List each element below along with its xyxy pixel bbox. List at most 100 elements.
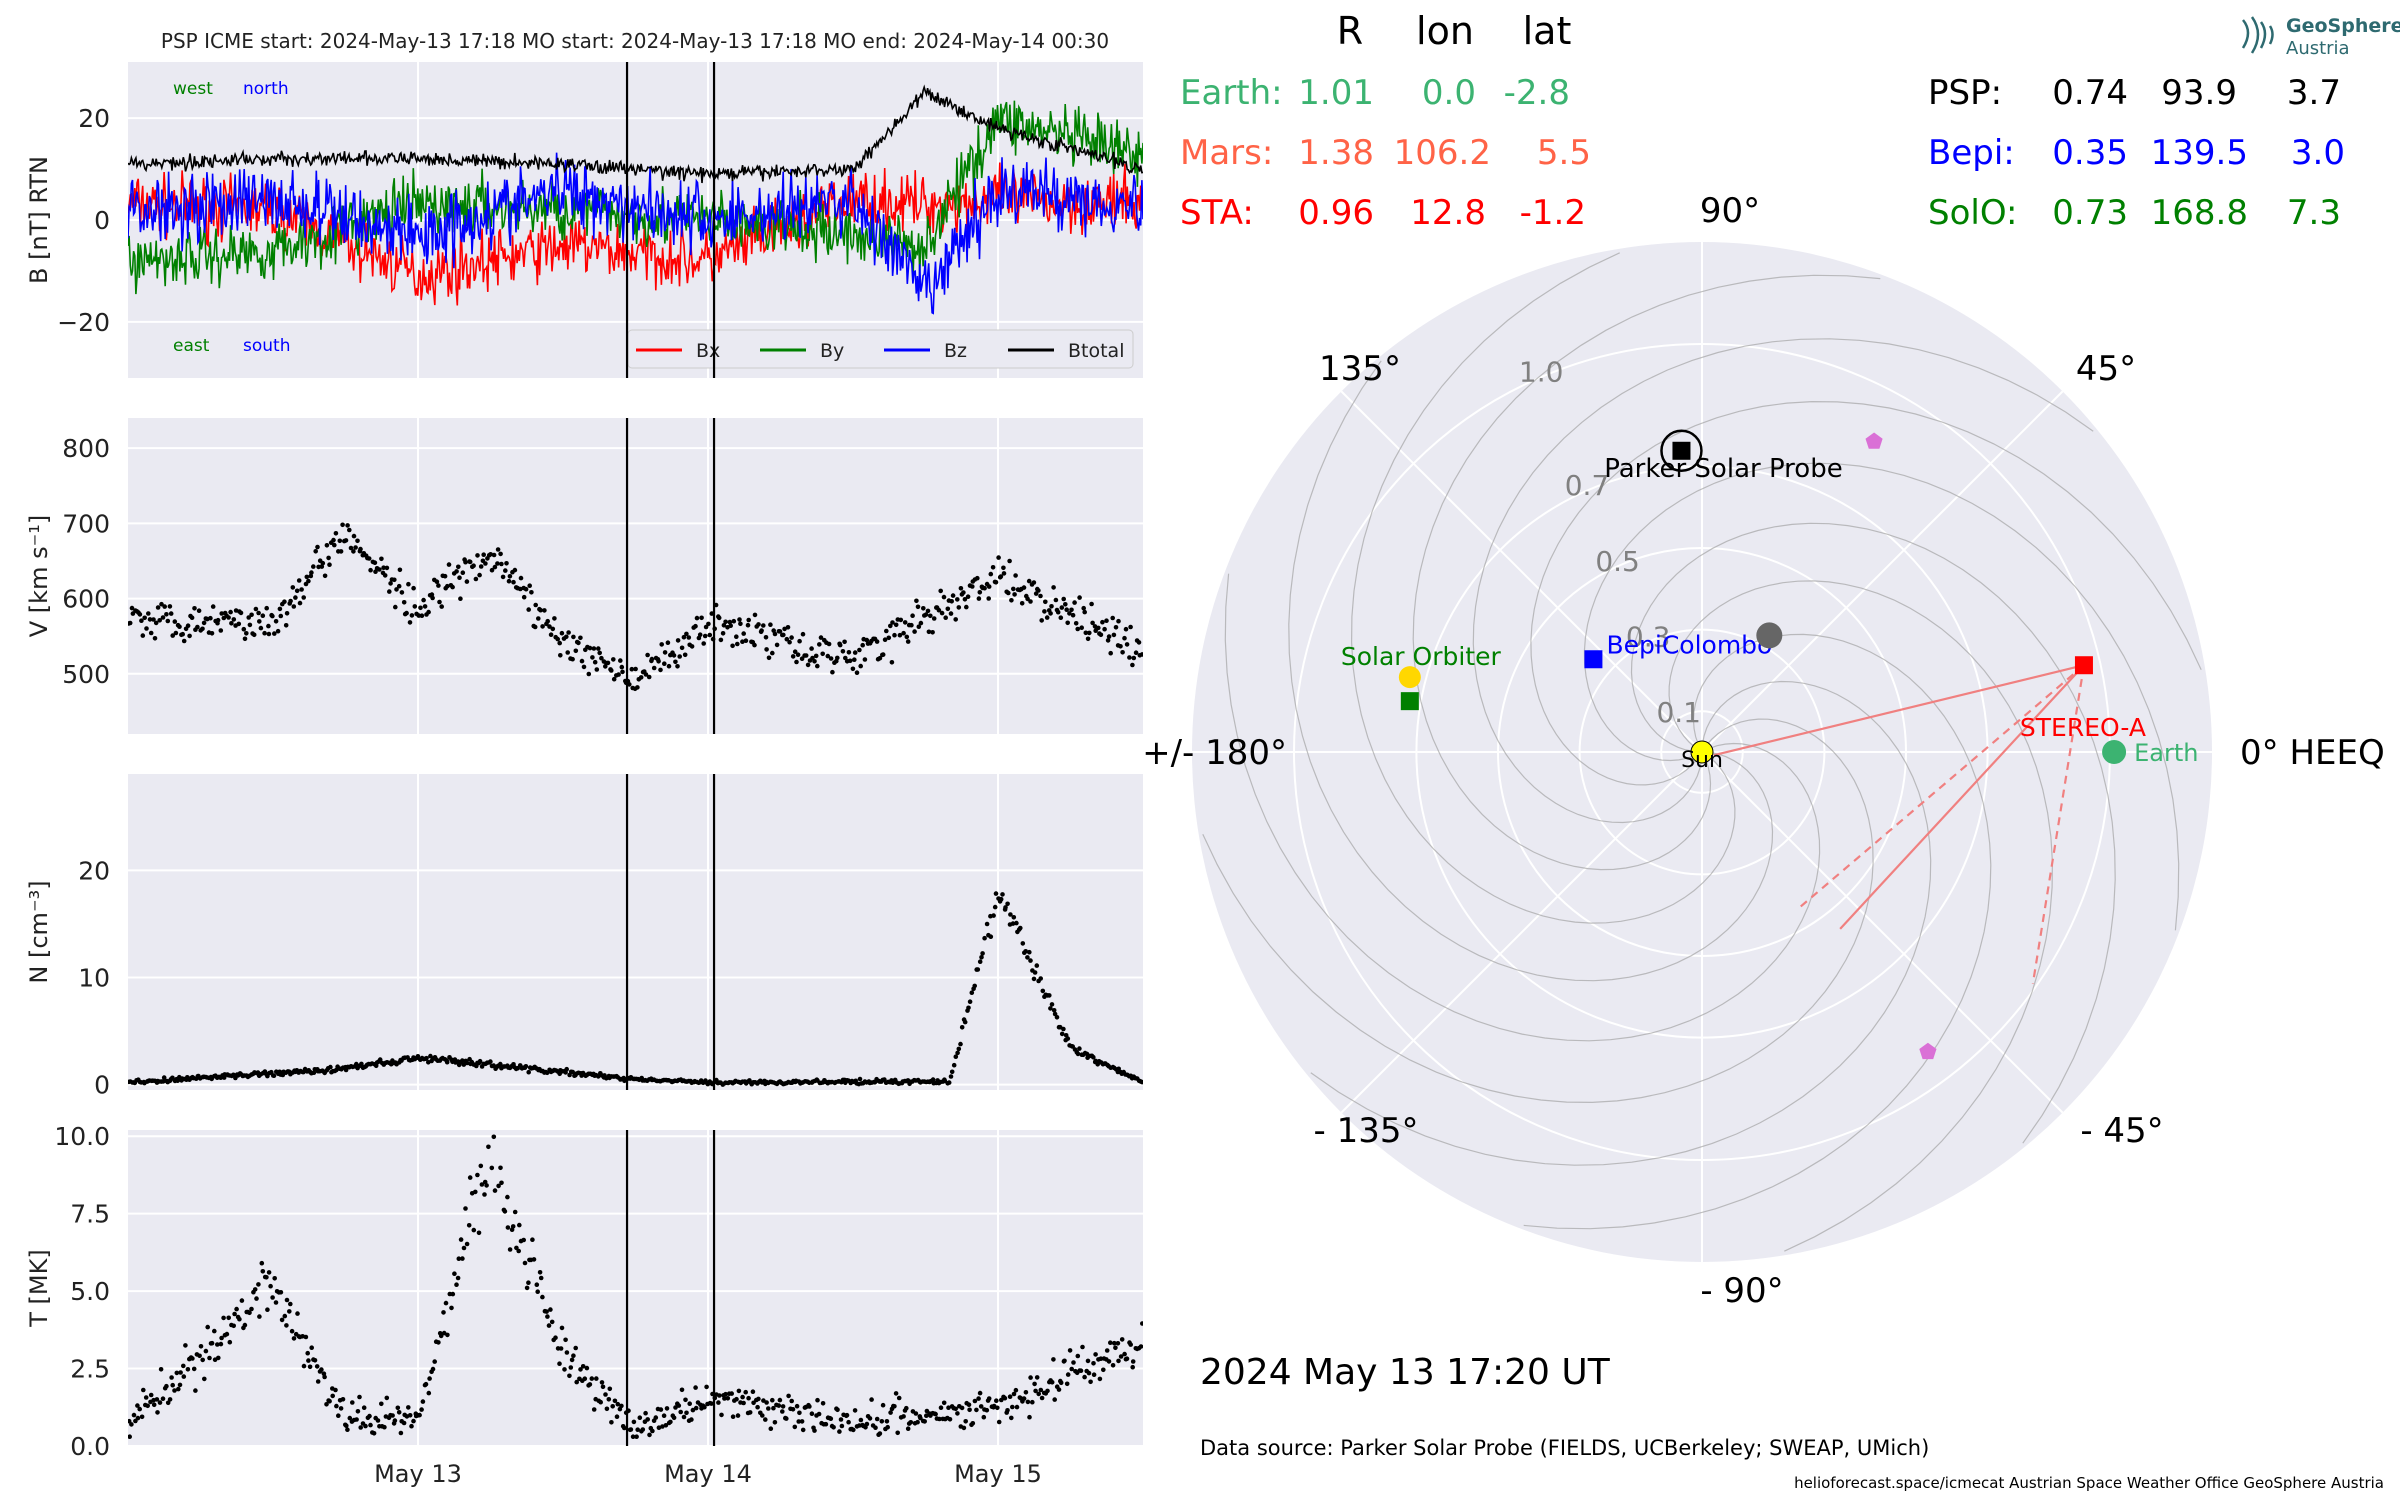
data-point (772, 631, 778, 637)
data-point (344, 1423, 349, 1429)
parker-spiral-line (1412, 274, 1881, 871)
data-point (1090, 620, 1095, 626)
data-point (716, 615, 722, 621)
data-point (1010, 1404, 1015, 1410)
data-point (1021, 585, 1027, 590)
bepicolombo-marker (1584, 650, 1603, 669)
data-point (1038, 593, 1043, 599)
data-point (404, 610, 409, 616)
data-point (977, 959, 983, 964)
data-point (1014, 1404, 1020, 1410)
data-point (1110, 615, 1115, 621)
data-point (966, 1005, 971, 1011)
data-point (161, 1079, 166, 1084)
parker-spiral-line (1224, 573, 1821, 1042)
table-name: PSP: (1928, 73, 2002, 113)
data-point (1025, 1399, 1031, 1405)
data-point (931, 616, 937, 621)
data-point (1085, 636, 1091, 642)
data-point (1064, 607, 1069, 612)
data-point (282, 599, 287, 604)
data-point (441, 1310, 446, 1315)
data-point (928, 613, 933, 619)
data-point (1083, 630, 1089, 636)
data-point (345, 1427, 350, 1432)
data-point (331, 537, 336, 543)
data-point (247, 1310, 252, 1316)
data-point (825, 653, 831, 659)
data-point (594, 1376, 599, 1381)
data-point (709, 1401, 714, 1406)
data-point (464, 1241, 470, 1247)
data-point (249, 1306, 254, 1312)
data-point (512, 567, 518, 573)
data-point (1049, 1002, 1055, 1007)
data-point (573, 648, 579, 654)
data-point (619, 1403, 624, 1409)
data-point (216, 1355, 221, 1361)
data-point (140, 633, 146, 638)
data-point (666, 663, 672, 669)
data-point (1077, 595, 1082, 600)
data-point (500, 574, 506, 580)
data-point (287, 1309, 292, 1314)
table-r: 0.74 (2052, 73, 2128, 113)
table-lon: 93.9 (2161, 73, 2237, 113)
data-point (578, 1367, 583, 1372)
data-point (818, 635, 824, 640)
data-point (955, 1411, 960, 1416)
data-point (542, 608, 547, 613)
data-point (181, 1374, 187, 1379)
data-point (277, 606, 283, 612)
data-point (295, 1311, 300, 1316)
data-point (215, 617, 221, 623)
data-point (359, 1061, 364, 1067)
data-point (185, 623, 191, 628)
data-point (368, 1422, 373, 1428)
data-point (930, 1077, 936, 1082)
data-point (1078, 1368, 1084, 1373)
data-point (244, 631, 249, 636)
data-point (650, 1428, 655, 1434)
data-point (505, 1194, 510, 1200)
data-point (746, 617, 751, 623)
data-point (763, 635, 769, 640)
data-point (1108, 650, 1113, 656)
data-point (840, 649, 846, 654)
data-point (128, 1434, 132, 1439)
data-point (837, 642, 843, 648)
data-point (599, 1380, 605, 1385)
data-point (594, 667, 600, 672)
parker-spiral-line (1472, 338, 2094, 824)
data-point (247, 622, 253, 628)
table-row-bepi: Bepi: 0.35 139.5 3.0 (1928, 133, 2345, 173)
data-point (282, 1313, 288, 1319)
data-point (488, 1122, 493, 1127)
table-r: 0.73 (2052, 193, 2128, 233)
data-point (151, 1402, 157, 1408)
data-point (460, 1256, 465, 1261)
data-point (1070, 612, 1076, 618)
data-point (350, 1400, 355, 1405)
table-name: Earth: (1180, 73, 1283, 113)
data-point (702, 1404, 707, 1410)
data-point (1008, 912, 1013, 917)
data-point (831, 1425, 836, 1430)
data-point (226, 615, 231, 620)
data-point (998, 574, 1004, 579)
data-point (996, 555, 1001, 560)
data-point (1013, 1387, 1019, 1393)
data-point (953, 1054, 959, 1059)
y-tick-label: 10 (78, 964, 110, 993)
data-point (1028, 1375, 1033, 1380)
connection-line (2031, 665, 2086, 984)
data-point (776, 1403, 782, 1408)
data-point (1118, 1354, 1124, 1359)
data-point (498, 1061, 503, 1067)
table-row-sta: STA: 0.96 12.8 -1.2 (1180, 193, 1586, 233)
data-point (284, 1323, 289, 1328)
data-point (969, 990, 975, 995)
data-point (570, 656, 575, 662)
data-point (458, 596, 463, 601)
data-point (741, 631, 746, 636)
